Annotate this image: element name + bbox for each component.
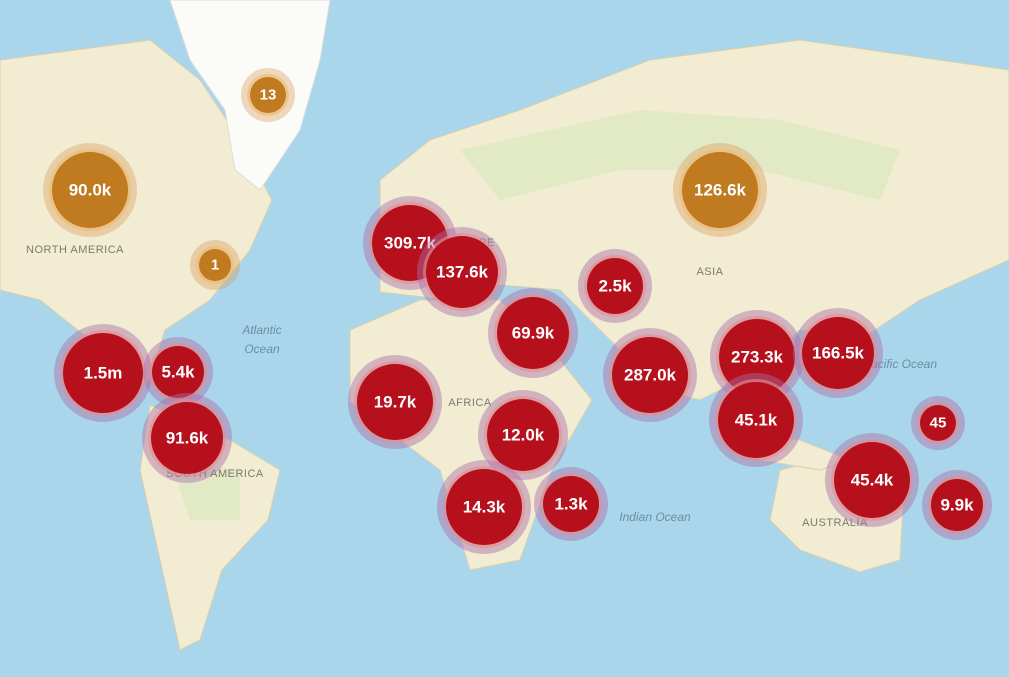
cluster-dot xyxy=(802,317,874,389)
cluster-marker[interactable]: 19.7k xyxy=(348,355,442,449)
clusters: 13 90.0k 1 126.6k 309.7k 137.6k 2.5k 69.9k 1.5m 5… xyxy=(43,68,992,554)
cluster-label: 13 xyxy=(260,87,277,104)
cluster-dot xyxy=(587,258,643,314)
cluster-label: 1.3k xyxy=(554,495,588,514)
cluster-marker[interactable]: 1.5m xyxy=(54,324,152,422)
cluster-marker[interactable]: 1 xyxy=(190,240,240,290)
land xyxy=(0,39,1009,651)
cluster-label: 9.9k xyxy=(940,496,974,515)
cluster-label: 12.0k xyxy=(502,426,545,445)
cluster-label: 126.6k xyxy=(694,181,747,200)
cluster-dot xyxy=(52,152,128,228)
cluster-label: 287.0k xyxy=(624,366,677,385)
cluster-label: 5.4k xyxy=(161,363,195,382)
cluster-marker[interactable]: 14.3k xyxy=(437,460,531,554)
cluster-marker[interactable]: 137.6k xyxy=(417,227,507,317)
cluster-marker[interactable]: 12.0k xyxy=(478,390,568,480)
cluster-dot xyxy=(446,469,522,545)
cluster-dot xyxy=(426,236,498,308)
place-label: AFRICA xyxy=(448,397,492,409)
cluster-label: 137.6k xyxy=(436,263,489,282)
cluster-label: 14.3k xyxy=(463,498,506,517)
place-label: Pacific Ocean xyxy=(863,357,937,371)
cluster-dot xyxy=(682,152,758,228)
cluster-dot xyxy=(834,442,910,518)
cluster-marker[interactable]: 287.0k xyxy=(603,328,697,422)
cluster-marker[interactable]: 9.9k xyxy=(922,470,992,540)
cluster-dot xyxy=(152,346,204,398)
cluster-label: 1 xyxy=(211,257,219,274)
cluster-label: 45.1k xyxy=(735,411,778,430)
place-label: AUSTRALIA xyxy=(802,517,868,529)
cluster-marker[interactable]: 1.3k xyxy=(534,467,608,541)
cluster-label: 91.6k xyxy=(166,429,209,448)
cluster-label: 273.3k xyxy=(731,348,784,367)
cluster-marker[interactable]: 2.5k xyxy=(578,249,652,323)
place-label: NORTH AMERICA xyxy=(26,244,124,256)
cluster-label: 45 xyxy=(930,415,947,432)
cluster-dot xyxy=(487,399,559,471)
place-label: Atlantic xyxy=(241,323,281,337)
place-label: Ocean xyxy=(244,342,280,356)
cluster-dot xyxy=(151,402,223,474)
cluster-marker[interactable]: 5.4k xyxy=(143,337,213,407)
cluster-marker[interactable]: 273.3k xyxy=(710,310,804,404)
cluster-label: 45.4k xyxy=(851,471,894,490)
place-label: ASIA xyxy=(696,266,723,278)
cluster-marker[interactable]: 69.9k xyxy=(488,288,578,378)
cluster-marker[interactable]: 13 xyxy=(241,68,295,122)
cluster-label: 2.5k xyxy=(598,277,632,296)
cluster-marker[interactable]: 45.1k xyxy=(709,373,803,467)
cluster-label: 90.0k xyxy=(69,181,112,200)
place-label: Indian Ocean xyxy=(619,510,691,524)
cluster-dot xyxy=(543,476,599,532)
cluster-dot xyxy=(357,364,433,440)
cluster-dot xyxy=(719,319,795,395)
cluster-marker[interactable]: 126.6k xyxy=(673,143,767,237)
cluster-dot xyxy=(920,405,956,441)
cluster-dot xyxy=(199,249,231,281)
cluster-marker[interactable]: 166.5k xyxy=(793,308,883,398)
cluster-dot xyxy=(250,77,286,113)
cluster-dot xyxy=(497,297,569,369)
cluster-label: 166.5k xyxy=(812,344,865,363)
cluster-marker[interactable]: 91.6k xyxy=(142,393,232,483)
cluster-label: 19.7k xyxy=(374,393,417,412)
cluster-dot xyxy=(63,333,143,413)
cluster-marker[interactable]: 45.4k xyxy=(825,433,919,527)
cluster-dot xyxy=(718,382,794,458)
cluster-label: 309.7k xyxy=(384,234,437,253)
cluster-label: 69.9k xyxy=(512,324,555,343)
cluster-dot xyxy=(612,337,688,413)
cluster-label: 1.5m xyxy=(84,364,123,383)
cluster-dot xyxy=(931,479,983,531)
cluster-marker[interactable]: 45 xyxy=(911,396,965,450)
cluster-marker[interactable]: 90.0k xyxy=(43,143,137,237)
